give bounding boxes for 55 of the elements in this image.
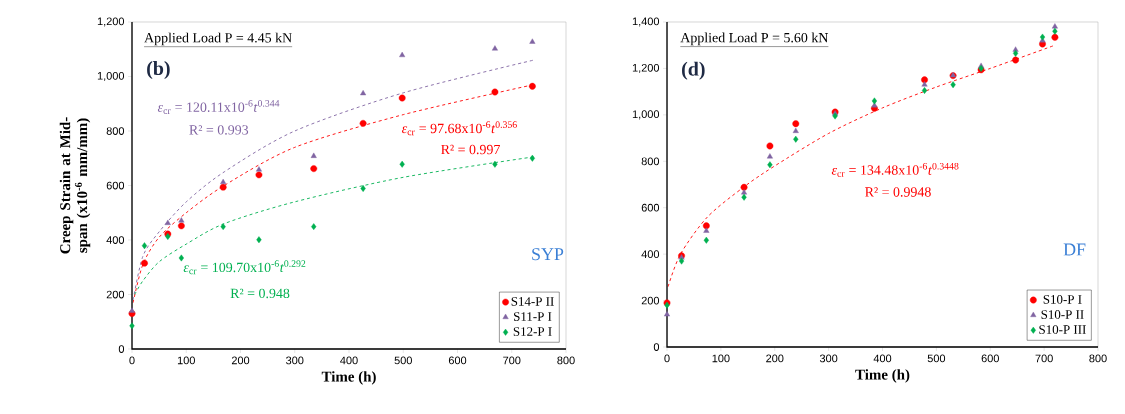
y-tick-label: 400 xyxy=(106,236,125,244)
annotation: Applied Load P = 5.60 kN xyxy=(680,32,829,46)
x-tick-label: 600 xyxy=(448,356,467,365)
x-tick-label: 0 xyxy=(129,356,135,365)
x-axis-title: Time (h) xyxy=(855,369,910,383)
y-tick-label: 800 xyxy=(106,127,125,135)
legend-label: S10-P II xyxy=(1041,310,1084,319)
y-tick-label: 0 xyxy=(118,345,125,353)
annotation: Applied Load P = 4.45 kN xyxy=(144,32,292,46)
annotation: (b) xyxy=(147,61,170,80)
y-tick-label: 200 xyxy=(106,290,125,299)
x-tick-label: 200 xyxy=(766,354,784,363)
legend-label: S12-P I xyxy=(513,327,552,336)
x-axis-title: Time (h) xyxy=(321,371,376,385)
legend-label: S10-P III xyxy=(1039,325,1086,334)
annotation: ε$_{cr}$ = 97.68x10$^{-6}$t$^{0.356}$ xyxy=(401,121,517,136)
x-tick-label: 300 xyxy=(819,354,838,363)
x-tick-label: 700 xyxy=(503,356,521,365)
x-tick-label: 100 xyxy=(177,356,195,365)
x-tick-label: 100 xyxy=(712,354,730,363)
legend-label: S11-P I xyxy=(514,312,552,321)
x-tick-label: 200 xyxy=(231,356,250,365)
x-tick-label: 500 xyxy=(927,354,946,363)
y-tick-label: 0 xyxy=(653,343,660,351)
annotation: ε$_{cr}$ = 134.48x10$^{-6}$t$^{0.3448}$ xyxy=(831,162,959,177)
y-tick-label: 1,200 xyxy=(97,17,125,27)
x-tick-label: 400 xyxy=(340,356,358,365)
x-tick-label: 300 xyxy=(286,356,304,365)
x-tick-label: 800 xyxy=(1089,354,1107,363)
annotation: ε$_{cr}$ = 109.70x10$^{-6}$t$^{0.292}$ xyxy=(183,260,306,275)
annotation: SYP xyxy=(532,248,564,261)
y-tick-label: 200 xyxy=(641,296,660,305)
annotation: R² = 0.948 xyxy=(230,288,290,299)
x-tick-label: 500 xyxy=(394,356,412,365)
x-tick-label: 600 xyxy=(981,354,999,363)
annotation: ε$_{cr}$ = 120.11x10$^{-6}$t$^{0.344}$ xyxy=(157,100,280,114)
x-tick-label: 400 xyxy=(873,354,892,363)
y-tick-label: 1,000 xyxy=(97,71,125,82)
annotation: (d) xyxy=(682,61,705,80)
annotation: DF xyxy=(1063,243,1086,256)
y-tick-label: 1,000 xyxy=(632,110,660,120)
y-tick-label: 600 xyxy=(106,181,125,190)
x-tick-label: 700 xyxy=(1035,354,1053,363)
y-tick-label: 800 xyxy=(641,157,660,166)
y-tick-label: 1,200 xyxy=(632,63,660,73)
annotation: R² = 0.993 xyxy=(189,125,249,135)
y-tick-label: 600 xyxy=(641,203,660,212)
legend-label: S10-P I xyxy=(1043,295,1082,304)
annotation: R² = 0.997 xyxy=(441,144,500,155)
y-tick-label: 400 xyxy=(641,250,660,259)
legend-label: S14-P II xyxy=(511,297,554,306)
annotation: R² = 0.9948 xyxy=(865,187,931,197)
y-tick-label: 1,400 xyxy=(632,17,660,27)
x-tick-label: 800 xyxy=(557,356,575,365)
x-tick-label: 0 xyxy=(664,354,670,363)
